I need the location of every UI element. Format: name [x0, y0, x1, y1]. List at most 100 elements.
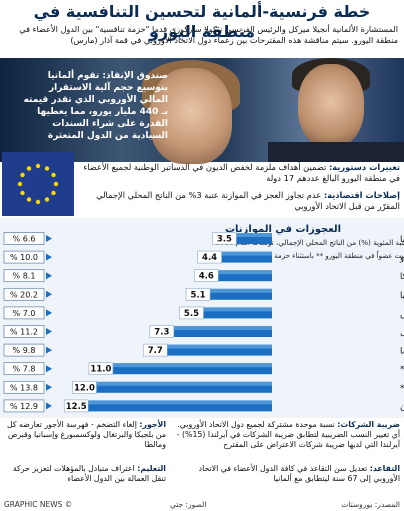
row-arrow-icon — [46, 235, 52, 242]
row-arrow-icon — [46, 365, 52, 373]
eu-flag-icon — [2, 152, 74, 216]
category-label: إسبانيا — [400, 291, 404, 301]
economic-text: عدم تجاوز العجز في الموازنة عتبة 3% من ا… — [96, 190, 400, 211]
unemployment-box — [3, 250, 45, 264]
economic-head: إصلاحات اقتصادية: — [323, 190, 400, 200]
value-label: 7.7 — [148, 346, 163, 356]
row-arrow-icon — [46, 272, 52, 280]
value-box — [212, 232, 237, 245]
unemployment-box — [3, 232, 45, 245]
bar-highlight — [90, 363, 272, 368]
unemployment-value: 7.0 % — [13, 309, 36, 318]
unemployment-value: 13.8 % — [10, 383, 38, 392]
unemployment-box — [3, 362, 45, 376]
unemployment-value: 12.9 % — [10, 402, 38, 411]
bar — [151, 326, 272, 337]
bar-highlight — [66, 400, 272, 405]
bar — [188, 288, 272, 300]
category-label: البرتغال — [400, 328, 404, 338]
wages-section: الأجور: إلغاء التضخم - فهرسة الأجور تعار… — [6, 420, 166, 450]
bar-highlight — [145, 344, 272, 349]
constitutional-section: تغييرات دستورية: تضمين أهداف ملزمة لخفض … — [80, 162, 400, 184]
unemployment-value: 6.6 % — [13, 235, 36, 244]
row-arrow-icon — [46, 253, 52, 261]
rescue-fund-text: صندوق الإنقاذ: تقوم ألمانيا بتوسيع حجم آ… — [23, 71, 168, 141]
unemployment-box — [3, 287, 45, 301]
unemployment-value: 11.2 % — [10, 328, 38, 337]
chart-title: العجوزات في الموازنات — [225, 224, 341, 235]
bar — [199, 251, 272, 263]
value-label: 12.0 — [74, 383, 95, 393]
intro-text: المستشارة الألمانية أنجيلا ميركل والرئيس… — [19, 24, 398, 45]
page-title: خطة فرنسية-ألمانية لتحسين التنافسية في م… — [33, 2, 371, 41]
row-arrow-icon — [46, 402, 52, 410]
value-label: 12.5 — [66, 402, 87, 412]
value-box — [179, 306, 204, 320]
leaders-photo — [0, 58, 404, 164]
bar — [145, 344, 272, 356]
row-arrow-icon — [46, 346, 52, 354]
value-box — [88, 362, 114, 375]
unemployment-box — [3, 269, 45, 283]
value-label: 5.5 — [184, 309, 199, 319]
photos-credit: الصور: جتي — [170, 500, 207, 509]
bar — [181, 307, 272, 319]
row-arrow-icon — [46, 383, 52, 391]
chart-legend-note: * ليست عضواً في منطقة اليورو ** باستثناء… — [215, 250, 404, 260]
row-arrow-icon — [46, 290, 52, 298]
unemployment-box — [3, 325, 45, 338]
merkel-face — [150, 68, 232, 164]
deficit-chart: العجوزات في الموازنات النسبة المئوية (%) … — [0, 218, 404, 418]
row-arrow-icon — [46, 309, 52, 317]
unemployment-box — [3, 399, 45, 413]
retirement-text: تعديل سن التقاعد في كافة الدول الأعضاء ف… — [198, 464, 400, 483]
category-label: اليونان — [400, 402, 404, 412]
category-label: قبرص — [400, 309, 404, 319]
value-label: 7.3 — [154, 328, 169, 338]
value-box — [63, 399, 89, 413]
value-label: 4.6 — [199, 272, 214, 282]
bar-highlight — [151, 326, 272, 330]
value-box — [142, 343, 168, 357]
sources: المصدر: يوروستات — [341, 500, 400, 509]
bar — [90, 363, 272, 375]
category-label: ألمانيا — [400, 233, 404, 245]
unemployment-box — [3, 380, 45, 394]
value-box — [149, 325, 175, 338]
retirement-head: التقاعد: — [369, 464, 400, 473]
economic-section: إصلاحات اقتصادية: عدم تجاوز العجز في الم… — [80, 190, 400, 212]
value-box — [72, 381, 97, 394]
category-label: فرنسا — [400, 347, 404, 357]
bar — [214, 233, 272, 244]
unemployment-box — [3, 343, 45, 357]
credit: © GRAPHIC NEWS — [4, 500, 73, 509]
bar-highlight — [181, 307, 272, 312]
value-label: 5.1 — [191, 290, 206, 300]
value-box — [197, 250, 222, 264]
sarkozy-face — [298, 64, 364, 148]
bar-highlight — [188, 288, 272, 293]
bar-highlight — [199, 251, 272, 256]
chart-subtitle: النسبة المئوية (%) من الناتج المحلي الإج… — [215, 238, 404, 247]
unemployment-value: 20.2 % — [10, 290, 38, 299]
bar — [196, 270, 272, 282]
value-label: 3.5 — [217, 235, 232, 245]
category-label: بلجيكا — [400, 272, 404, 282]
constitutional-head: تغييرات دستورية: — [328, 162, 400, 172]
category-label: آيرلندا ** — [400, 382, 404, 394]
value-box — [185, 288, 211, 301]
bar — [74, 381, 272, 393]
value-label: 4.4 — [202, 253, 217, 263]
corporate-section: ضريبة الشركات: نسبة موحدة مشتركة لجميع د… — [170, 420, 400, 450]
education-head: التعليم: — [137, 464, 166, 473]
retirement-section: التقاعد: تعديل سن التقاعد في كافة الدول … — [170, 464, 400, 484]
value-label: 11.0 — [90, 365, 111, 375]
unemployment-value: 10.0 % — [10, 253, 38, 262]
unemployment-value: 9.8 % — [13, 346, 36, 355]
row-arrow-icon — [46, 328, 52, 335]
constitutional-text: تضمين أهداف ملزمة لخفض الديون في الدساتي… — [83, 162, 400, 183]
value-box — [193, 269, 219, 283]
bar-highlight — [196, 270, 272, 275]
education-text: اعتراف متبادل بالمؤهلات لتعزيز حركة تنقل… — [12, 464, 166, 483]
unemployment-value: 7.8 % — [13, 365, 36, 374]
